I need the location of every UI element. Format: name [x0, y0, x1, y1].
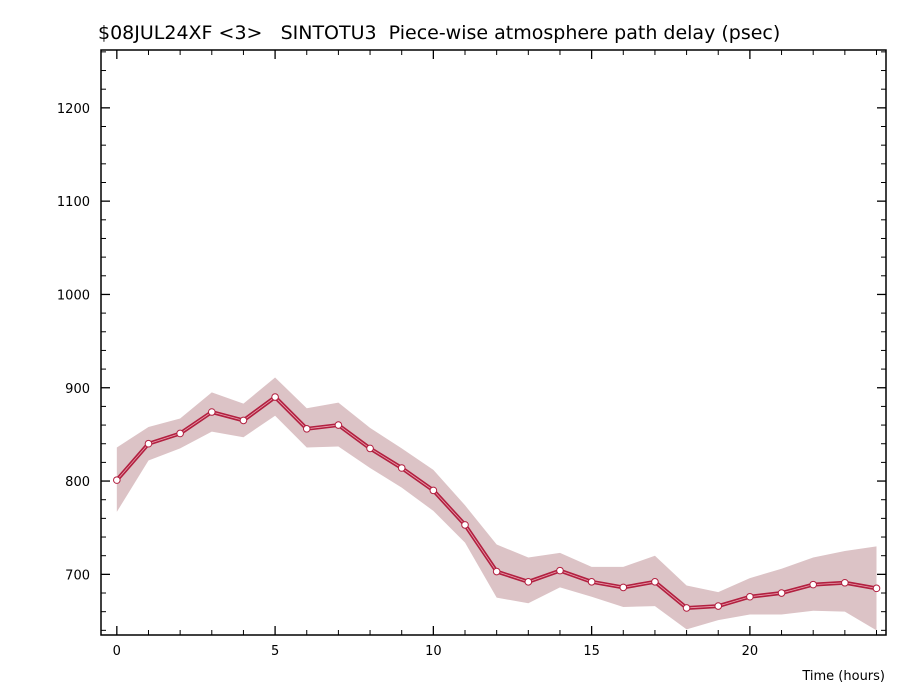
data-point: [239, 416, 248, 425]
data-point: [461, 521, 469, 529]
data-point: [302, 425, 311, 433]
plot-frame: [100, 49, 887, 636]
data-point: [397, 464, 406, 472]
data-point: [714, 602, 723, 610]
x-tick-label: 15: [583, 644, 600, 659]
plot-area: 0 5 10 15 20 700 800 900 1000 1100 1200: [57, 49, 887, 659]
data-point: [746, 592, 754, 601]
x-tick-label: 20: [742, 644, 759, 659]
y-tick-label: 800: [65, 475, 90, 490]
data-point: [334, 421, 343, 429]
data-point: [809, 580, 817, 589]
data-point: [524, 578, 533, 586]
data-point: [619, 583, 628, 592]
data-point: [176, 429, 184, 438]
y-tick-label: 1000: [57, 288, 90, 303]
y-tick-label: 1100: [57, 195, 90, 210]
data-point: [144, 439, 153, 448]
chart-title: $08JUL24XF <3> SINTOTU3 Piece-wise atmos…: [98, 22, 780, 44]
data-point: [651, 578, 659, 586]
data-point: [841, 578, 849, 587]
x-tick-label: 0: [113, 644, 121, 659]
data-point: [872, 584, 881, 593]
data-point: [777, 589, 786, 597]
data-point: [587, 578, 596, 586]
x-tick-label: 10: [425, 644, 442, 659]
x-axis-label: Time (hours): [801, 669, 885, 684]
data-point: [271, 393, 279, 401]
data-point: [682, 604, 691, 612]
y-tick-label: 700: [65, 568, 90, 583]
data-point: [113, 476, 121, 484]
data-point: [492, 567, 501, 576]
uncertainty-band: [116, 377, 877, 631]
data-point: [556, 566, 564, 575]
data-point: [366, 444, 374, 453]
x-tick-label: 5: [271, 644, 279, 659]
data-point: [207, 408, 216, 416]
y-tick-label: 900: [65, 382, 90, 397]
y-tick-label: 1200: [57, 102, 90, 117]
data-point: [429, 486, 438, 495]
